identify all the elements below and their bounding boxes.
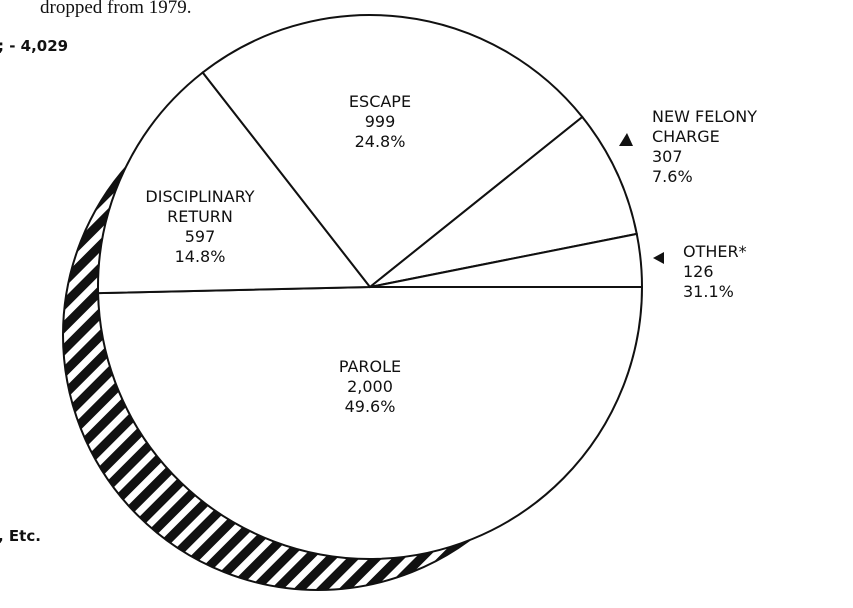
percent-label: 49.6% (345, 397, 396, 416)
percent-label: 31.1% (683, 282, 734, 301)
slice-label: ESCAPE (349, 92, 411, 111)
pointer (619, 133, 633, 146)
value-label: 2,000 (347, 377, 393, 396)
value-label: 597 (185, 227, 216, 246)
slice-label: DISCIPLINARY (145, 187, 254, 206)
value-label: 307 (652, 147, 683, 166)
pie-slice (369, 232, 644, 288)
slice-label: NEW FELONY (652, 107, 757, 126)
pie-slice (97, 286, 644, 560)
pointer (653, 252, 664, 264)
annotation: ; - 4,029 (0, 37, 68, 55)
value-label: 999 (365, 112, 396, 131)
slice-label: RETURN (167, 207, 233, 226)
annotation: dropped from 1979. (40, 0, 191, 18)
percent-label: 24.8% (355, 132, 406, 151)
pie-slice (97, 71, 373, 295)
slice-label: PAROLE (339, 357, 401, 376)
pie-slice (201, 14, 584, 289)
slice-label: OTHER* (683, 242, 747, 261)
pie-slice (369, 115, 638, 288)
slice-label: CHARGE (652, 127, 720, 146)
annotation: , Etc. (0, 527, 41, 545)
percent-label: 7.6% (652, 167, 693, 186)
percent-label: 14.8% (175, 247, 226, 266)
value-label: 126 (683, 262, 714, 281)
